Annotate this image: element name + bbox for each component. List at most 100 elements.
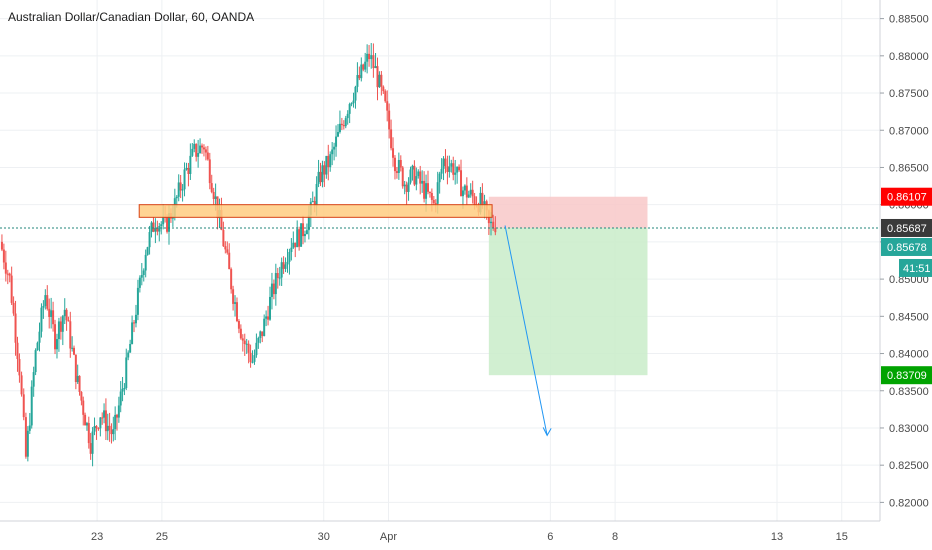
candle-body [360, 64, 363, 79]
candle-body [226, 249, 229, 253]
time-tick-label: 25 [156, 531, 168, 543]
candle-body [54, 324, 57, 350]
candle-body [197, 153, 200, 157]
candle-body [425, 183, 428, 199]
candle-body [278, 277, 281, 279]
candle-body [202, 147, 205, 150]
candle-body [36, 342, 39, 351]
candle-body [362, 64, 365, 70]
candle-body [232, 289, 235, 304]
candle-body [127, 352, 130, 358]
candle-body [234, 302, 237, 304]
candle-body [458, 166, 461, 171]
candle-body [97, 428, 100, 430]
projection-arrow[interactable] [504, 225, 548, 436]
candle-body [117, 405, 120, 418]
candle-body [239, 328, 242, 339]
candle-body [4, 262, 7, 274]
candle-body [140, 275, 143, 278]
candle-body [358, 75, 361, 79]
candle-body [450, 163, 453, 167]
candle-body [106, 425, 109, 432]
candle-body [257, 338, 260, 343]
candle-body [288, 251, 291, 262]
candle-body [405, 184, 408, 192]
candle-body [84, 414, 87, 426]
chart-title: Australian Dollar/Canadian Dollar, 60, O… [8, 10, 254, 24]
price-tick-label: 0.88000 [889, 51, 929, 63]
candle-body [460, 170, 463, 197]
candle-body [104, 410, 107, 432]
candle-body [125, 357, 128, 388]
candle-body [494, 227, 497, 233]
time-tick-label: 23 [91, 531, 103, 543]
candle-body [0, 241, 3, 250]
candle-body [432, 199, 435, 204]
stop-loss-zone[interactable] [488, 196, 648, 228]
candle-body [8, 273, 11, 276]
candle-body [272, 283, 275, 295]
candle-body [366, 53, 369, 62]
candle-body [6, 273, 9, 275]
price-tick-label: 0.82000 [889, 497, 929, 509]
candle-body [284, 264, 287, 269]
time-tick-label: 6 [547, 531, 553, 543]
last-price-tag-bg [881, 237, 932, 256]
candle-body [298, 229, 301, 247]
candle-body [388, 110, 391, 130]
candle-body [30, 386, 33, 426]
candle-body [270, 283, 273, 297]
candle-body [323, 165, 326, 175]
candle-body [397, 159, 400, 173]
candle-body [133, 322, 136, 324]
take-profit-zone[interactable] [488, 227, 648, 376]
current-price-tag-bg [881, 218, 932, 237]
last-price-tag: 0.85678 [887, 242, 927, 254]
time-axis[interactable]: 23 25 30 Apr 6 8 13 15 [0, 520, 880, 543]
candle-body [138, 277, 141, 288]
candle-body [208, 159, 211, 184]
candle-body [189, 155, 192, 174]
candle-body [319, 171, 322, 183]
candle-body [42, 305, 45, 308]
countdown-tag-bg [899, 258, 932, 277]
candle-body [368, 53, 371, 60]
candle-body [32, 372, 35, 387]
candle-body [74, 354, 77, 383]
candle-body [267, 316, 270, 320]
candle-body [110, 429, 113, 435]
candle-body [300, 223, 303, 247]
candle-body [274, 273, 277, 295]
candle-body [210, 183, 213, 192]
candle-body [454, 172, 457, 175]
candle-body [40, 307, 43, 332]
resistance-zone[interactable] [138, 204, 493, 218]
candle-body [235, 302, 238, 322]
candle-body [156, 227, 159, 232]
candle-body [253, 355, 256, 362]
candle-body [364, 61, 367, 70]
candle-body [313, 200, 316, 206]
candle-body [152, 222, 155, 232]
candle-body [473, 196, 476, 205]
candle-body [269, 296, 272, 320]
candle-body [325, 155, 328, 175]
candle-body [335, 136, 338, 147]
candle-body [350, 103, 353, 105]
candle-body [65, 309, 68, 321]
candle-body [136, 287, 139, 315]
candle-body [82, 400, 85, 415]
candle-body [282, 262, 285, 269]
candle-body [177, 182, 180, 197]
candle-body [10, 275, 13, 303]
candle-body [220, 210, 223, 230]
candle-body [344, 118, 347, 127]
chart-grid [0, 0, 880, 521]
candle-body [183, 169, 186, 190]
price-tick-label: 0.88500 [889, 14, 929, 26]
candle-body [46, 295, 49, 309]
candle-body [166, 217, 169, 232]
price-tick-label: 0.82500 [889, 460, 929, 472]
candle-body [469, 189, 472, 195]
